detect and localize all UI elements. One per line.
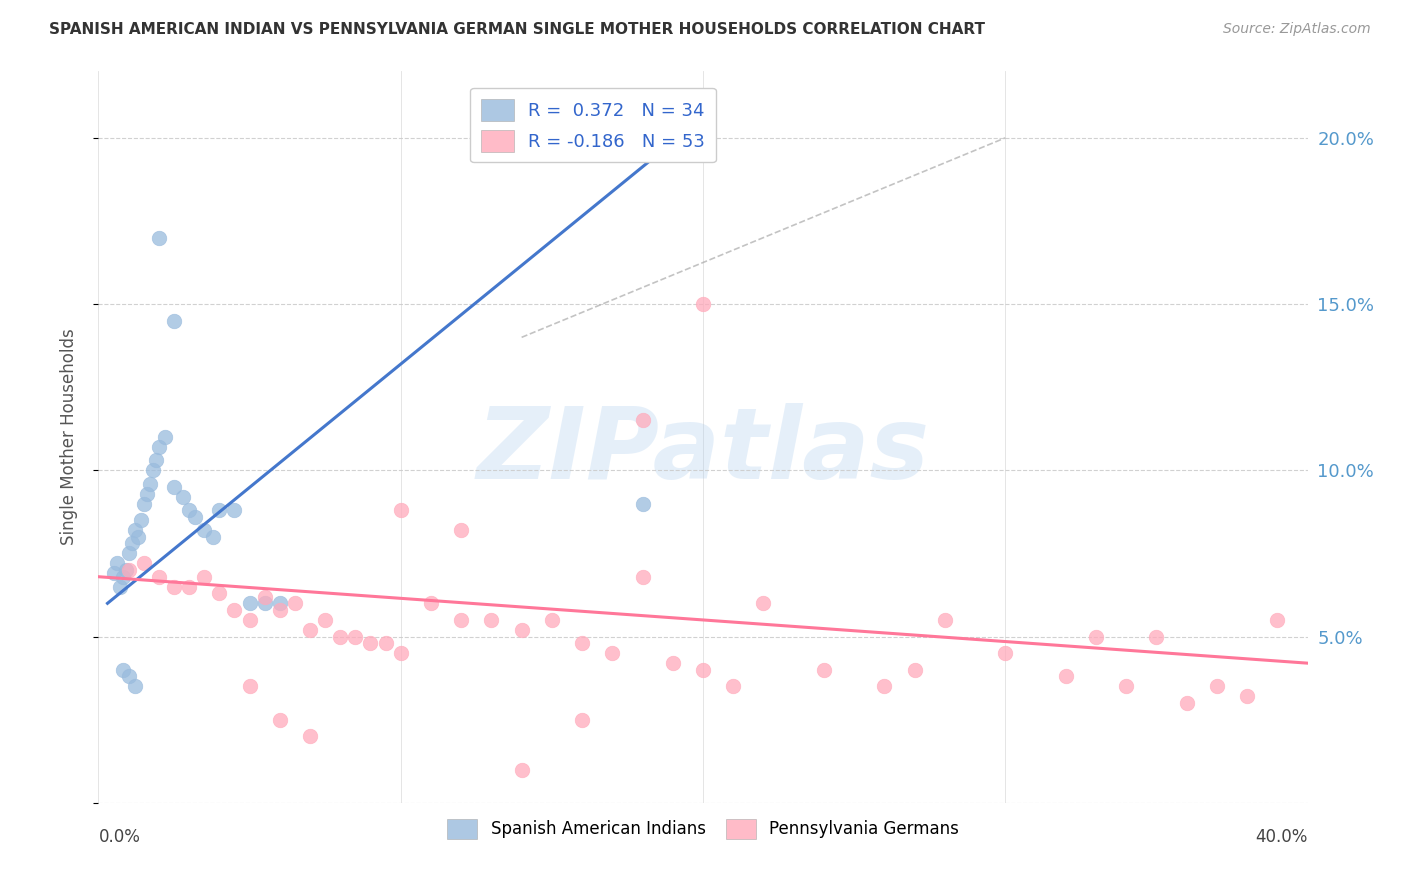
Point (135, 486, 157, 500)
Text: 0.0%: 0.0% (98, 828, 141, 846)
Point (510, 623, 533, 637)
Point (132, 557, 155, 571)
Point (148, 570, 170, 584)
Point (121, 536, 143, 550)
Point (571, 636, 593, 650)
Point (118, 546, 141, 560)
Point (752, 596, 775, 610)
Point (299, 623, 322, 637)
Point (118, 669, 141, 683)
Point (193, 570, 215, 584)
Text: ZIPatlas: ZIPatlas (477, 403, 929, 500)
Point (904, 663, 927, 677)
Point (184, 509, 207, 524)
Point (108, 580, 131, 594)
Point (239, 680, 262, 694)
Point (163, 580, 186, 594)
Point (420, 596, 443, 610)
Point (269, 596, 291, 610)
Legend: Spanish American Indians, Pennsylvania Germans: Spanish American Indians, Pennsylvania G… (440, 812, 966, 846)
Point (105, 557, 128, 571)
Point (540, 613, 562, 627)
Point (1085, 630, 1108, 644)
Point (314, 613, 336, 627)
Point (132, 497, 155, 511)
Point (1175, 696, 1198, 710)
Point (111, 570, 134, 584)
Point (224, 503, 246, 517)
Point (450, 523, 472, 537)
Point (631, 497, 654, 511)
Point (179, 503, 201, 517)
Point (389, 646, 412, 660)
Point (124, 523, 146, 537)
Point (111, 663, 134, 677)
Point (163, 314, 186, 328)
Point (692, 297, 714, 311)
Point (631, 570, 654, 584)
Point (389, 503, 412, 517)
Point (299, 729, 322, 743)
Point (661, 656, 683, 670)
Point (1144, 630, 1167, 644)
Point (139, 476, 162, 491)
Point (873, 680, 896, 694)
Point (631, 413, 654, 427)
Point (1054, 669, 1077, 683)
Point (179, 580, 201, 594)
Point (208, 586, 231, 600)
Point (1115, 680, 1137, 694)
Point (124, 680, 146, 694)
Point (253, 596, 276, 610)
Point (1236, 690, 1258, 704)
Point (329, 630, 352, 644)
Point (813, 663, 835, 677)
Point (1206, 680, 1229, 694)
Point (269, 603, 291, 617)
Point (148, 440, 170, 454)
Y-axis label: Single Mother Households: Single Mother Households (59, 329, 77, 545)
Point (344, 630, 367, 644)
Point (994, 646, 1017, 660)
Point (360, 636, 382, 650)
Point (114, 563, 136, 577)
Point (142, 463, 165, 477)
Point (193, 523, 215, 537)
Point (1267, 613, 1289, 627)
Point (239, 613, 262, 627)
Point (127, 530, 149, 544)
Point (208, 503, 231, 517)
Point (723, 680, 745, 694)
Point (153, 430, 176, 444)
Text: Source: ZipAtlas.com: Source: ZipAtlas.com (1223, 22, 1371, 37)
Point (269, 713, 291, 727)
Point (118, 563, 141, 577)
Point (145, 453, 167, 467)
Point (172, 490, 194, 504)
Point (239, 596, 262, 610)
Point (148, 230, 170, 244)
Point (253, 590, 276, 604)
Point (450, 613, 472, 627)
Point (934, 613, 956, 627)
Point (374, 636, 396, 650)
Point (481, 613, 503, 627)
Point (129, 513, 152, 527)
Text: SPANISH AMERICAN INDIAN VS PENNSYLVANIA GERMAN SINGLE MOTHER HOUSEHOLDS CORRELAT: SPANISH AMERICAN INDIAN VS PENNSYLVANIA … (49, 22, 986, 37)
Point (692, 663, 714, 677)
Point (284, 596, 307, 610)
Text: 40.0%: 40.0% (1256, 828, 1308, 846)
Point (602, 646, 624, 660)
Point (571, 713, 593, 727)
Point (202, 530, 225, 544)
Point (224, 603, 246, 617)
Point (510, 763, 533, 777)
Point (163, 480, 186, 494)
Point (103, 566, 125, 581)
